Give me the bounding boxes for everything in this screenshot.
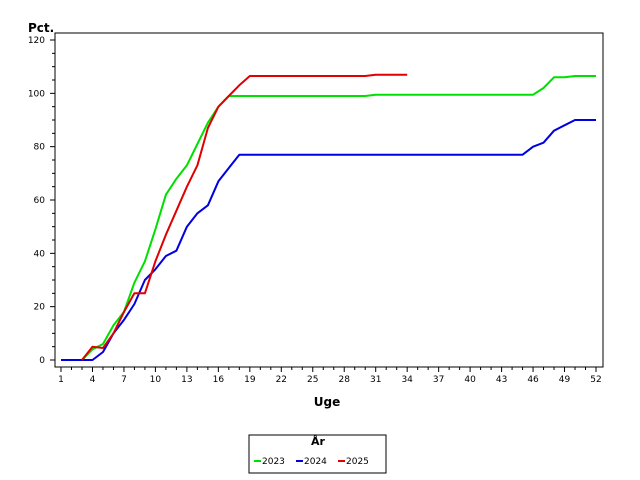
x-tick-label: 49 — [559, 375, 571, 385]
x-tick-label: 22 — [276, 375, 287, 385]
x-tick-label: 34 — [401, 375, 413, 385]
legend-box — [248, 434, 387, 474]
legend: År 2023 2024 2025 — [248, 434, 387, 474]
y-tick-label: 60 — [34, 196, 46, 206]
y-tick-label: 120 — [28, 36, 45, 46]
plot-area — [54, 32, 604, 368]
x-tick-label: 1 — [58, 375, 64, 385]
x-tick-label: 31 — [370, 375, 381, 385]
legend-items: 2023 2024 2025 — [254, 457, 369, 467]
y-tick-label: 100 — [28, 89, 45, 99]
series-lines — [61, 73, 596, 361]
y-axis: 0 20 40 60 80 100 120 — [28, 36, 55, 366]
x-tick-label: 10 — [150, 375, 162, 385]
y-tick-label: 0 — [39, 356, 45, 366]
x-tick-label: 19 — [244, 375, 256, 385]
legend-label-2023: 2023 — [262, 457, 285, 467]
x-tick-label: 46 — [527, 375, 539, 385]
x-tick-label: 25 — [307, 375, 318, 385]
x-tick-label: 16 — [213, 375, 225, 385]
y-tick-label: 20 — [34, 303, 46, 313]
x-axis-label: Uge — [314, 395, 340, 409]
x-tick-label: 28 — [339, 375, 351, 385]
x-tick-label: 37 — [433, 375, 444, 385]
y-tick-label: 40 — [34, 249, 46, 259]
x-axis: 1 4 7 10 13 16 19 22 25 28 31 34 37 40 43 46 49 52 — [58, 367, 602, 385]
x-tick-label: 43 — [496, 375, 507, 385]
x-tick-label: 7 — [121, 375, 127, 385]
y-axis-label: Pct. — [28, 21, 54, 35]
legend-title: År — [311, 435, 326, 448]
x-tick-label: 52 — [590, 375, 601, 385]
x-tick-label: 13 — [181, 375, 192, 385]
series-line-2025 — [81, 73, 408, 361]
legend-label-2025: 2025 — [346, 457, 369, 467]
y-tick-label: 80 — [34, 143, 46, 153]
x-tick-label: 40 — [464, 375, 476, 385]
x-tick-label: 4 — [90, 375, 96, 385]
legend-label-2024: 2024 — [304, 457, 327, 467]
series-line-2023 — [61, 75, 596, 361]
